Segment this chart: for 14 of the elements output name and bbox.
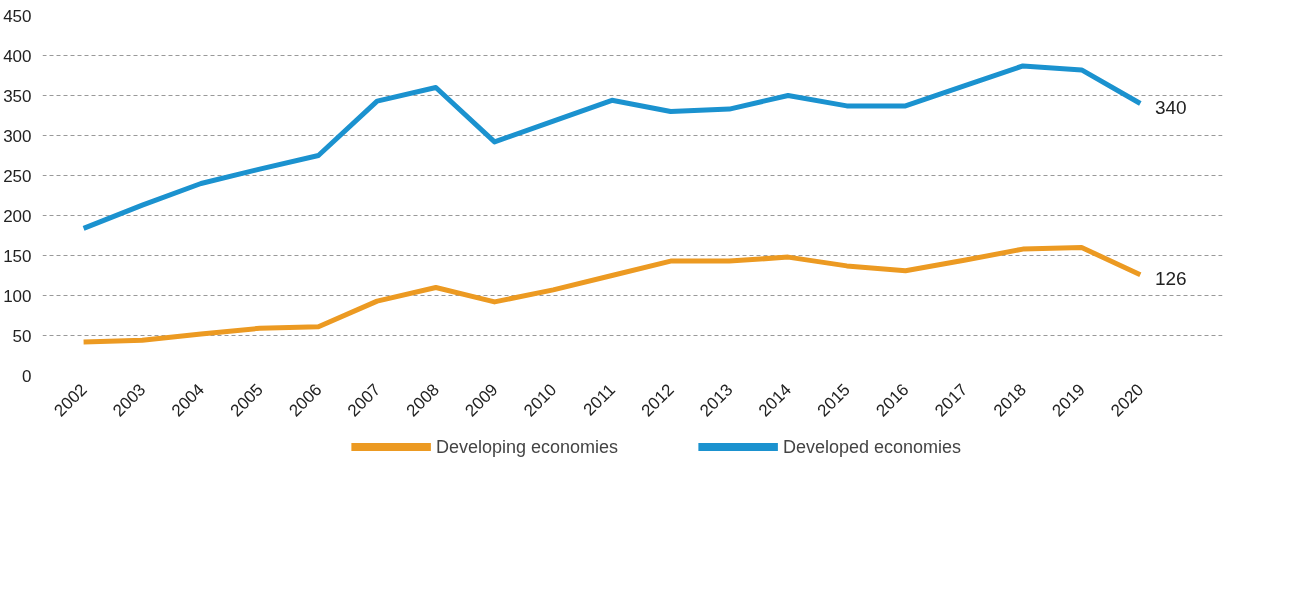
y-tick-label: 450 bbox=[3, 6, 32, 26]
legend-label: Developed economies bbox=[782, 436, 962, 457]
y-tick-label: 50 bbox=[12, 326, 32, 346]
y-tick-label: 200 bbox=[3, 206, 32, 226]
y-tick-label: 400 bbox=[3, 46, 32, 66]
y-tick-label: 350 bbox=[3, 86, 32, 106]
y-tick-label: 250 bbox=[3, 166, 32, 186]
annotation: 126 bbox=[1154, 267, 1187, 289]
y-tick-label: 300 bbox=[3, 126, 32, 146]
annotation: 340 bbox=[1154, 96, 1187, 118]
y-tick-label: 0 bbox=[22, 366, 32, 386]
legend-label: Developing economies bbox=[435, 436, 618, 457]
y-tick-label: 150 bbox=[3, 246, 32, 266]
y-tick-label: 100 bbox=[3, 286, 32, 306]
